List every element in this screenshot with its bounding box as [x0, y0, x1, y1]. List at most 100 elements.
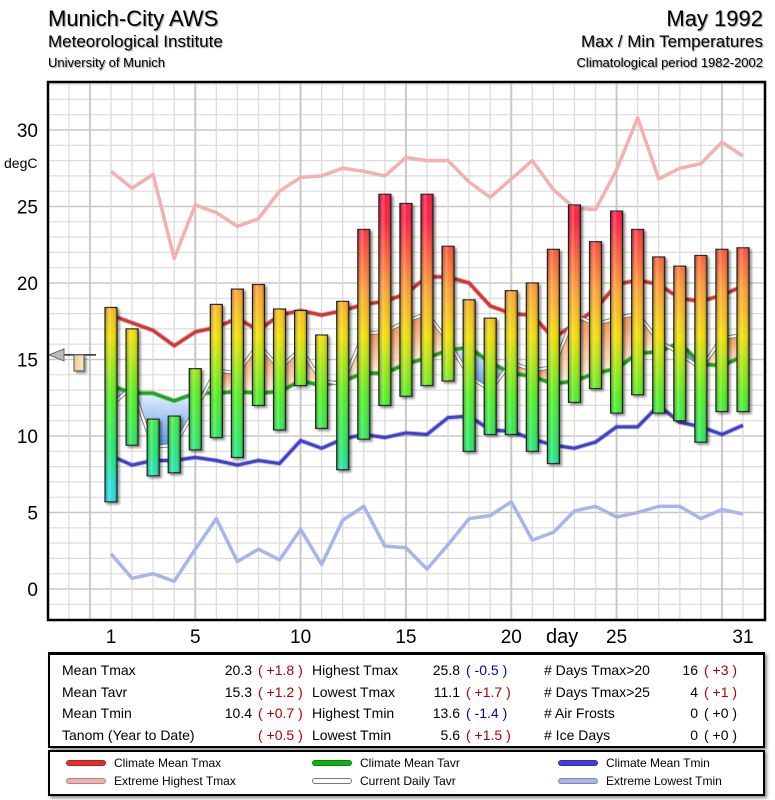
stat-value: 5.6 [440, 726, 460, 743]
stat-anomaly: ( -0.5 ) [466, 662, 508, 678]
bar-shading [273, 309, 286, 430]
legend-swatch-icon [558, 778, 598, 784]
stat-row: Lowest Tmax 11.1 ( +1.7 ) [312, 682, 534, 704]
day-bar-30 [715, 248, 729, 413]
day-bar-14 [378, 193, 392, 406]
stat-label: Highest Tmin [312, 705, 395, 721]
stat-anomaly: ( +0 ) [704, 705, 738, 721]
bar-shading [210, 304, 223, 438]
bar-shading [421, 194, 433, 386]
day-bar-4 [167, 415, 181, 474]
station-title: Munich-City AWS [48, 6, 219, 31]
stat-anomaly: ( +1.7 ) [466, 683, 511, 700]
day-bar-31 [736, 247, 750, 413]
y-axis-label: degC [4, 155, 37, 171]
bar-shading [105, 307, 117, 502]
tanom-arrow-icon [47, 348, 65, 362]
legend-label: Climate Mean Tmin [606, 756, 710, 770]
stat-row: Mean Tavr 15.3 ( +1.2 ) [62, 682, 303, 704]
day-bar-22 [546, 248, 561, 465]
day-bar-8 [251, 283, 266, 407]
day-bar-11 [315, 334, 329, 429]
stat-label: # Days Tmax>25 [544, 683, 650, 700]
x-tick-label: 10 [290, 627, 311, 648]
day-bar-28 [673, 265, 687, 422]
bar-shading [505, 290, 518, 435]
stat-row: # Air Frosts 0 ( +0 ) [544, 703, 759, 725]
day-bar-15 [399, 202, 413, 397]
stat-value: 16 [682, 662, 698, 678]
day-bar-26 [631, 228, 645, 396]
tanom-marker [47, 348, 96, 372]
stat-label: Lowest Tmin [312, 726, 392, 743]
stat-value: 0 [690, 726, 698, 743]
climatology-title: Climatological period 1982-2002 [576, 55, 763, 70]
stat-row: Lowest Tmin 5.6 ( +1.5 ) [312, 725, 534, 747]
stat-value: 4 [690, 683, 698, 700]
stat-label: Mean Tmax [62, 662, 136, 678]
y-tick-label: 10 [17, 427, 38, 448]
day-bar-17 [441, 245, 455, 382]
bar-shading [189, 368, 202, 450]
stat-anomaly: ( +0 ) [704, 726, 738, 743]
bar-shading [147, 419, 160, 476]
day-bar-27 [652, 256, 666, 414]
day-bar-29 [694, 254, 708, 443]
day-bar-9 [272, 308, 287, 431]
stat-value: 25.8 [432, 662, 460, 678]
stat-label: Lowest Tmax [312, 683, 395, 700]
bar-shading [568, 204, 581, 403]
bar-shading [652, 256, 665, 414]
stat-value: 10.4 [224, 705, 252, 721]
bar-shading [715, 249, 728, 412]
stat-label: Mean Tavr [62, 683, 128, 700]
bar-shading [378, 194, 391, 406]
bar-shading [126, 328, 139, 446]
legend: Climate Mean Tmax Extreme Highest Tmax C… [48, 750, 765, 796]
stat-row: Mean Tmin 10.4 ( +0.7 ) [62, 703, 303, 725]
day-bar-23 [567, 204, 582, 403]
bar-shading [442, 246, 455, 381]
plot-frame [46, 80, 767, 622]
period-title: May 1992 [666, 6, 763, 31]
bar-shading [315, 335, 328, 429]
stat-anomaly: ( +3 ) [704, 662, 738, 678]
day-bar-18 [462, 299, 476, 452]
stat-value: 15.3 [224, 683, 252, 700]
stat-anomaly: ( +0.7 ) [258, 705, 303, 721]
institute-title: Meteorological Institute [48, 32, 223, 51]
stat-label: Tanom (Year to Date) [62, 726, 195, 743]
stat-value: 13.6 [432, 705, 460, 721]
day-bar-13 [357, 228, 371, 440]
x-tick-label: 15 [395, 627, 416, 648]
stat-anomaly: ( +1 ) [704, 683, 738, 700]
y-tick-label: 0 [27, 580, 38, 601]
stat-anomaly: ( +0.5 ) [258, 726, 303, 743]
legend-swatch-icon [312, 760, 352, 766]
legend-swatch-icon [558, 760, 598, 766]
day-bar-20 [504, 290, 518, 436]
stat-label: Mean Tmin [62, 705, 132, 721]
stat-label: # Days Tmax>20 [544, 662, 650, 678]
x-tick-label: 31 [732, 627, 753, 648]
legend-label: Extreme Lowest Tmin [606, 774, 722, 788]
bar-shading [631, 229, 644, 395]
bar-shading [526, 283, 539, 452]
legend-label: Extreme Highest Tmax [114, 774, 236, 788]
y-tick-label: 30 [17, 121, 38, 142]
stat-row: # Days Tmax>25 4 ( +1 ) [544, 682, 759, 704]
stat-row: # Ice Days 0 ( +0 ) [544, 725, 759, 747]
grid [48, 82, 765, 620]
stat-row: Tanom (Year to Date) ( +0.5 ) [62, 725, 303, 747]
day-bar-21 [525, 282, 539, 452]
stat-value: 20.3 [224, 662, 252, 678]
day-bar-1 [104, 306, 118, 503]
bar-shading [589, 241, 602, 389]
bar-shading [610, 211, 623, 414]
legend-label: Climate Mean Tavr [360, 756, 460, 770]
bar-shading [168, 416, 181, 473]
stat-anomaly: ( +1.5 ) [466, 726, 511, 743]
legend-swatch-icon [66, 760, 106, 766]
stat-label: # Air Frosts [544, 705, 615, 721]
